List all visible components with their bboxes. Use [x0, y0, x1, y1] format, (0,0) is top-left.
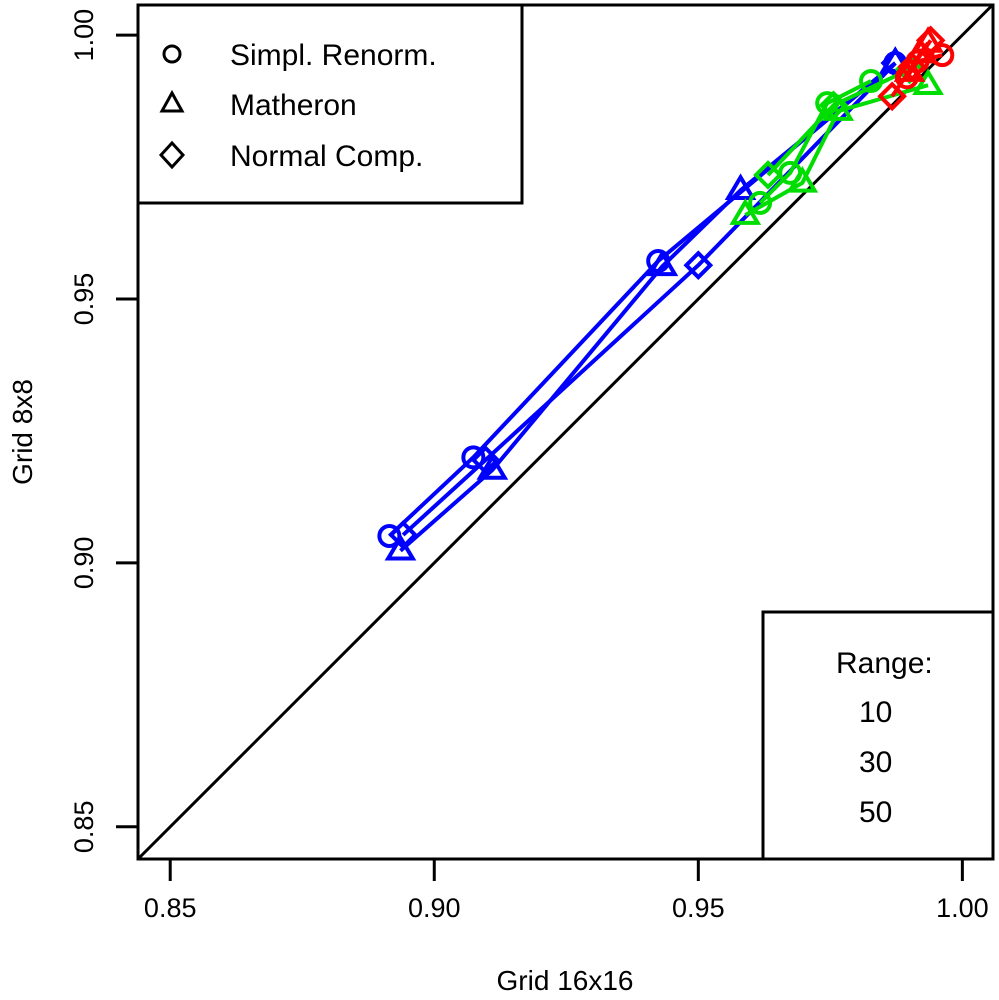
- y-tick-label: 0.95: [69, 273, 99, 326]
- point-triangle: [724, 173, 757, 201]
- range-legend: Range: 10 30 50: [761, 610, 995, 861]
- x-axis-title: Grid 16x16: [497, 965, 634, 996]
- point-triangle: [646, 249, 679, 277]
- x-tick-label: 0.95: [672, 893, 725, 923]
- reference-line-y-equals-x: [136, 3, 994, 861]
- x-tick-label: 0.85: [144, 893, 197, 923]
- point-diamond: [915, 25, 946, 56]
- point-triangle: [476, 453, 509, 480]
- point-triangle: [912, 68, 944, 96]
- plot-frame: [136, 3, 995, 861]
- point-diamond: [877, 81, 907, 112]
- point-circle: [930, 43, 955, 68]
- range-legend-box: [761, 610, 995, 861]
- legend-circle-icon: [162, 44, 182, 64]
- range-legend-10: 10: [859, 696, 892, 729]
- legend-diamond-icon: [158, 140, 186, 170]
- range-legend-title: Range:: [836, 647, 933, 680]
- method-legend-box: [136, 3, 524, 205]
- legend-label-matheron: Matheron: [230, 89, 357, 122]
- series-line: [766, 67, 911, 177]
- point-triangle: [786, 165, 819, 193]
- legend-label-normal-comp: Normal Comp.: [230, 140, 423, 173]
- point-diamond: [753, 160, 783, 190]
- point-diamond: [818, 90, 849, 121]
- series-range-10-normal-comp-: [877, 25, 946, 112]
- point-diamond: [683, 250, 714, 281]
- point-circle: [461, 445, 486, 470]
- y-tick-label: 1.00: [69, 9, 99, 62]
- point-diamond: [470, 445, 501, 475]
- point-diamond: [388, 520, 418, 550]
- x-tick-label: 1.00: [936, 893, 989, 923]
- point-triangle: [384, 533, 417, 561]
- point-diamond: [897, 51, 928, 82]
- legend-triangle-icon: [159, 89, 185, 113]
- range-legend-30: 30: [859, 746, 892, 779]
- series-line: [890, 39, 933, 98]
- point-triangle: [879, 46, 912, 73]
- method-legend: Simpl. Renorm. Matheron Normal Comp.: [136, 3, 524, 205]
- series-line: [758, 79, 872, 205]
- x-tick-label: 0.90: [408, 893, 461, 923]
- y-tick-label: 0.90: [69, 537, 99, 590]
- range-legend-50: 50: [859, 796, 892, 829]
- y-tick-label: 0.85: [69, 801, 99, 854]
- y-axis-title: Grid 8x8: [7, 379, 38, 485]
- point-triangle: [729, 198, 762, 225]
- legend-label-simpl-renorm: Simpl. Renorm.: [230, 39, 437, 72]
